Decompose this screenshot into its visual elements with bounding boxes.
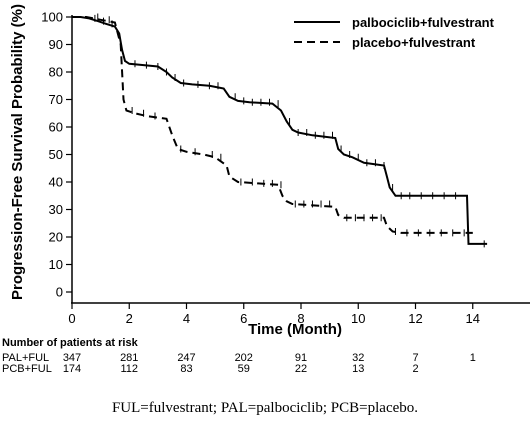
x-tick-label: 0 xyxy=(68,311,75,326)
y-tick-label: 90 xyxy=(49,37,63,52)
y-tick-label: 20 xyxy=(49,230,63,245)
risk-value: 247 xyxy=(177,352,195,364)
x-tick-label: 6 xyxy=(240,311,247,326)
y-tick-label: 100 xyxy=(41,10,63,25)
series-line-1 xyxy=(72,16,488,245)
risk-value: 7 xyxy=(412,352,418,364)
y-axis-label: Progression-Free Survival Probability (%… xyxy=(9,4,26,300)
risk-value: 83 xyxy=(180,363,192,375)
risk-table-heading: Number of patients at risk xyxy=(2,337,139,349)
series-line-2 xyxy=(72,16,473,234)
x-tick-label: 8 xyxy=(297,311,304,326)
axes: 0 10 20 30 40 50 60 70 80 90 100 0 2 4 6 8 10 12 14 xyxy=(41,10,530,326)
legend-label-2: placebo+fulvestrant xyxy=(352,35,476,50)
x-tick-label: 2 xyxy=(126,311,133,326)
y-tick-label: 30 xyxy=(49,202,63,217)
risk-value: 32 xyxy=(352,352,364,364)
x-tick-label: 12 xyxy=(408,311,422,326)
risk-value: 1 xyxy=(470,352,476,364)
risk-value: 202 xyxy=(235,352,253,364)
y-tick-label: 0 xyxy=(56,285,63,300)
risk-value: 347 xyxy=(63,352,81,364)
legend: palbociclib+fulvestrant placebo+fulvestra… xyxy=(294,15,495,50)
plot-area xyxy=(72,13,488,248)
legend-label-1: palbociclib+fulvestrant xyxy=(352,15,495,30)
risk-table: Number of patients at risk PAL+FUL 347 281 2… xyxy=(2,337,476,375)
y-tick-label: 60 xyxy=(49,120,63,135)
risk-row-label: PAL+FUL xyxy=(2,352,49,364)
risk-value: 281 xyxy=(120,352,138,364)
risk-row-label: PCB+FUL xyxy=(2,363,52,375)
risk-value: 174 xyxy=(63,363,81,375)
x-tick-label: 4 xyxy=(183,311,190,326)
y-tick-label: 70 xyxy=(49,92,63,107)
x-axis-label: Time (Month) xyxy=(248,321,342,338)
risk-value: 22 xyxy=(295,363,307,375)
x-tick-label: 10 xyxy=(351,311,365,326)
risk-value: 13 xyxy=(352,363,364,375)
y-tick-label: 50 xyxy=(49,147,63,162)
y-tick-label: 80 xyxy=(49,65,63,80)
y-tick-label: 10 xyxy=(49,257,63,272)
footnote: FUL=fulvestrant; PAL=palbociclib; PCB=pl… xyxy=(112,400,418,416)
risk-value: 2 xyxy=(412,363,418,375)
risk-value: 112 xyxy=(120,363,138,375)
y-tick-label: 40 xyxy=(49,175,63,190)
risk-value: 91 xyxy=(295,352,307,364)
risk-value: 59 xyxy=(238,363,250,375)
x-tick-label: 14 xyxy=(466,311,480,326)
